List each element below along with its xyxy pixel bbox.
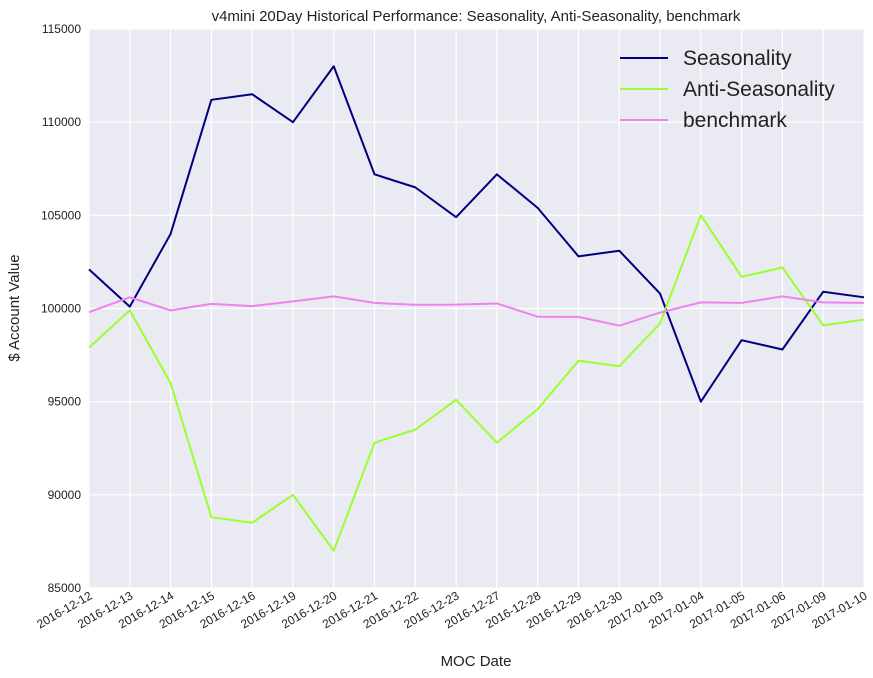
y-tick-label: 110000 [42,115,81,129]
legend-label: benchmark [683,109,787,132]
y-tick-label: 95000 [48,395,82,409]
y-tick-label: 90000 [48,488,82,502]
y-tick-labels: 85000 90000 95000 100000 105000 110000 115000 [41,22,81,595]
grid-lines [88,28,865,589]
chart-title: v4mini 20Day Historical Performance: Sea… [212,8,741,25]
y-tick-label: 85000 [48,581,82,595]
y-tick-label: 100000 [41,302,81,316]
y-tick-label: 115000 [42,22,81,36]
series-lines [88,65,865,552]
legend-label: Anti-Seasonality [683,78,835,101]
y-axis-label: $ Account Value [6,254,23,361]
x-axis-label: MOC Date [441,653,512,670]
series-line-seasonality [88,65,865,403]
x-tick-labels: 2016-12-122016-12-132016-12-142016-12-15… [34,588,869,631]
series-line-anti-seasonality [88,214,865,552]
y-tick-label: 105000 [41,208,81,222]
legend-label: Seasonality [683,47,792,70]
series-line-benchmark [88,295,865,327]
legend: Seasonality Anti-Seasonality benchmark [620,47,835,132]
